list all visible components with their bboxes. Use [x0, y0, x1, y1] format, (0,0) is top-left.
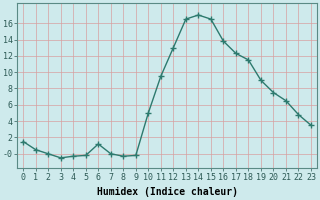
X-axis label: Humidex (Indice chaleur): Humidex (Indice chaleur) — [97, 187, 237, 197]
